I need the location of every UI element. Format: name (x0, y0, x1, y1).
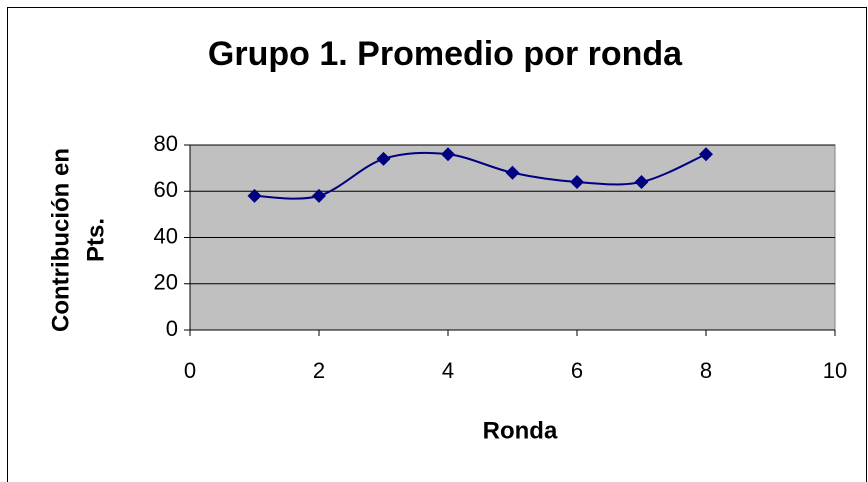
chart-title: Grupo 1. Promedio por ronda (208, 35, 683, 73)
x-tick-label: 10 (823, 358, 847, 383)
series-line (254, 151, 707, 200)
chart-border (7, 7, 867, 482)
data-point (505, 165, 520, 180)
y-tick-label: 0 (166, 316, 178, 341)
data-point (570, 175, 584, 189)
data-point (699, 147, 713, 162)
y-tick-label: 40 (154, 223, 178, 248)
y-axis-label: Pts. (82, 218, 109, 262)
x-tick-label: 0 (184, 358, 196, 383)
data-point (634, 175, 649, 189)
x-tick-label: 4 (442, 358, 454, 383)
data-point (376, 151, 391, 166)
y-tick-label: 20 (154, 270, 178, 295)
x-axis-label: Ronda (483, 417, 558, 444)
x-tick-label: 6 (571, 358, 583, 383)
y-tick-label: 80 (154, 131, 178, 156)
data-point (441, 147, 455, 162)
data-point (247, 188, 262, 203)
x-tick-label: 8 (700, 358, 712, 383)
y-axis-label: Contribución en (47, 148, 74, 332)
y-tick-label: 60 (154, 177, 178, 202)
data-point (312, 188, 326, 203)
x-tick-label: 2 (313, 358, 325, 383)
